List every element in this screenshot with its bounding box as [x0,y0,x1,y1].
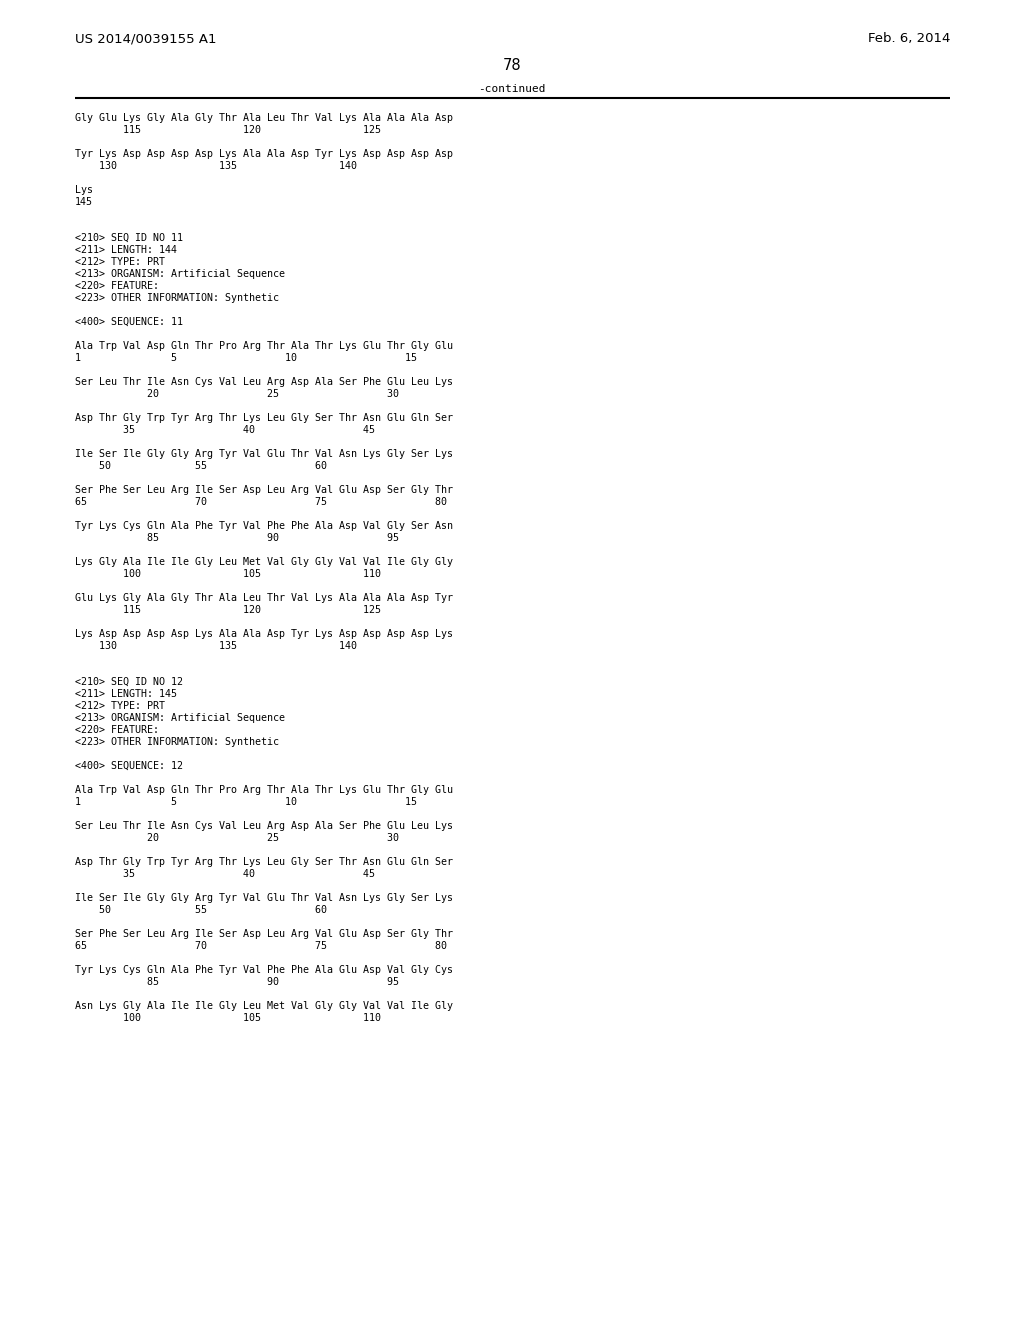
Text: 145: 145 [75,197,93,207]
Text: 85                  90                  95: 85 90 95 [75,533,399,543]
Text: 115                 120                 125: 115 120 125 [75,605,381,615]
Text: <212> TYPE: PRT: <212> TYPE: PRT [75,257,165,267]
Text: Tyr Lys Cys Gln Ala Phe Tyr Val Phe Phe Ala Asp Val Gly Ser Asn: Tyr Lys Cys Gln Ala Phe Tyr Val Phe Phe … [75,521,453,531]
Text: US 2014/0039155 A1: US 2014/0039155 A1 [75,32,216,45]
Text: 20                  25                  30: 20 25 30 [75,389,399,399]
Text: Lys: Lys [75,185,93,195]
Text: Ile Ser Ile Gly Gly Arg Tyr Val Glu Thr Val Asn Lys Gly Ser Lys: Ile Ser Ile Gly Gly Arg Tyr Val Glu Thr … [75,449,453,459]
Text: <210> SEQ ID NO 11: <210> SEQ ID NO 11 [75,234,183,243]
Text: Ala Trp Val Asp Gln Thr Pro Arg Thr Ala Thr Lys Glu Thr Gly Glu: Ala Trp Val Asp Gln Thr Pro Arg Thr Ala … [75,341,453,351]
Text: <223> OTHER INFORMATION: Synthetic: <223> OTHER INFORMATION: Synthetic [75,293,279,304]
Text: 35                  40                  45: 35 40 45 [75,425,375,436]
Text: Tyr Lys Cys Gln Ala Phe Tyr Val Phe Phe Ala Glu Asp Val Gly Cys: Tyr Lys Cys Gln Ala Phe Tyr Val Phe Phe … [75,965,453,975]
Text: <213> ORGANISM: Artificial Sequence: <213> ORGANISM: Artificial Sequence [75,713,285,723]
Text: 85                  90                  95: 85 90 95 [75,977,399,987]
Text: Ser Leu Thr Ile Asn Cys Val Leu Arg Asp Ala Ser Phe Glu Leu Lys: Ser Leu Thr Ile Asn Cys Val Leu Arg Asp … [75,378,453,387]
Text: Tyr Lys Asp Asp Asp Asp Lys Ala Ala Asp Tyr Lys Asp Asp Asp Asp: Tyr Lys Asp Asp Asp Asp Lys Ala Ala Asp … [75,149,453,158]
Text: Asp Thr Gly Trp Tyr Arg Thr Lys Leu Gly Ser Thr Asn Glu Gln Ser: Asp Thr Gly Trp Tyr Arg Thr Lys Leu Gly … [75,413,453,422]
Text: 1               5                  10                  15: 1 5 10 15 [75,352,417,363]
Text: <212> TYPE: PRT: <212> TYPE: PRT [75,701,165,711]
Text: 78: 78 [503,58,521,73]
Text: <210> SEQ ID NO 12: <210> SEQ ID NO 12 [75,677,183,686]
Text: <223> OTHER INFORMATION: Synthetic: <223> OTHER INFORMATION: Synthetic [75,737,279,747]
Text: <213> ORGANISM: Artificial Sequence: <213> ORGANISM: Artificial Sequence [75,269,285,279]
Text: <211> LENGTH: 144: <211> LENGTH: 144 [75,246,177,255]
Text: Ile Ser Ile Gly Gly Arg Tyr Val Glu Thr Val Asn Lys Gly Ser Lys: Ile Ser Ile Gly Gly Arg Tyr Val Glu Thr … [75,894,453,903]
Text: Lys Gly Ala Ile Ile Gly Leu Met Val Gly Gly Val Val Ile Gly Gly: Lys Gly Ala Ile Ile Gly Leu Met Val Gly … [75,557,453,568]
Text: 20                  25                  30: 20 25 30 [75,833,399,843]
Text: Ser Phe Ser Leu Arg Ile Ser Asp Leu Arg Val Glu Asp Ser Gly Thr: Ser Phe Ser Leu Arg Ile Ser Asp Leu Arg … [75,929,453,939]
Text: <400> SEQUENCE: 12: <400> SEQUENCE: 12 [75,762,183,771]
Text: Feb. 6, 2014: Feb. 6, 2014 [867,32,950,45]
Text: <220> FEATURE:: <220> FEATURE: [75,281,159,290]
Text: Glu Lys Gly Ala Gly Thr Ala Leu Thr Val Lys Ala Ala Ala Asp Tyr: Glu Lys Gly Ala Gly Thr Ala Leu Thr Val … [75,593,453,603]
Text: 50              55                  60: 50 55 60 [75,461,327,471]
Text: <220> FEATURE:: <220> FEATURE: [75,725,159,735]
Text: Ser Leu Thr Ile Asn Cys Val Leu Arg Asp Ala Ser Phe Glu Leu Lys: Ser Leu Thr Ile Asn Cys Val Leu Arg Asp … [75,821,453,832]
Text: 65                  70                  75                  80: 65 70 75 80 [75,941,447,950]
Text: Ala Trp Val Asp Gln Thr Pro Arg Thr Ala Thr Lys Glu Thr Gly Glu: Ala Trp Val Asp Gln Thr Pro Arg Thr Ala … [75,785,453,795]
Text: Asn Lys Gly Ala Ile Ile Gly Leu Met Val Gly Gly Val Val Ile Gly: Asn Lys Gly Ala Ile Ile Gly Leu Met Val … [75,1001,453,1011]
Text: 130                 135                 140: 130 135 140 [75,642,357,651]
Text: Ser Phe Ser Leu Arg Ile Ser Asp Leu Arg Val Glu Asp Ser Gly Thr: Ser Phe Ser Leu Arg Ile Ser Asp Leu Arg … [75,484,453,495]
Text: 65                  70                  75                  80: 65 70 75 80 [75,498,447,507]
Text: Lys Asp Asp Asp Asp Lys Ala Ala Asp Tyr Lys Asp Asp Asp Asp Lys: Lys Asp Asp Asp Asp Lys Ala Ala Asp Tyr … [75,630,453,639]
Text: <211> LENGTH: 145: <211> LENGTH: 145 [75,689,177,700]
Text: <400> SEQUENCE: 11: <400> SEQUENCE: 11 [75,317,183,327]
Text: -continued: -continued [478,84,546,94]
Text: 115                 120                 125: 115 120 125 [75,125,381,135]
Text: 35                  40                  45: 35 40 45 [75,869,375,879]
Text: Asp Thr Gly Trp Tyr Arg Thr Lys Leu Gly Ser Thr Asn Glu Gln Ser: Asp Thr Gly Trp Tyr Arg Thr Lys Leu Gly … [75,857,453,867]
Text: 100                 105                 110: 100 105 110 [75,569,381,579]
Text: Gly Glu Lys Gly Ala Gly Thr Ala Leu Thr Val Lys Ala Ala Ala Asp: Gly Glu Lys Gly Ala Gly Thr Ala Leu Thr … [75,114,453,123]
Text: 50              55                  60: 50 55 60 [75,906,327,915]
Text: 130                 135                 140: 130 135 140 [75,161,357,172]
Text: 100                 105                 110: 100 105 110 [75,1012,381,1023]
Text: 1               5                  10                  15: 1 5 10 15 [75,797,417,807]
